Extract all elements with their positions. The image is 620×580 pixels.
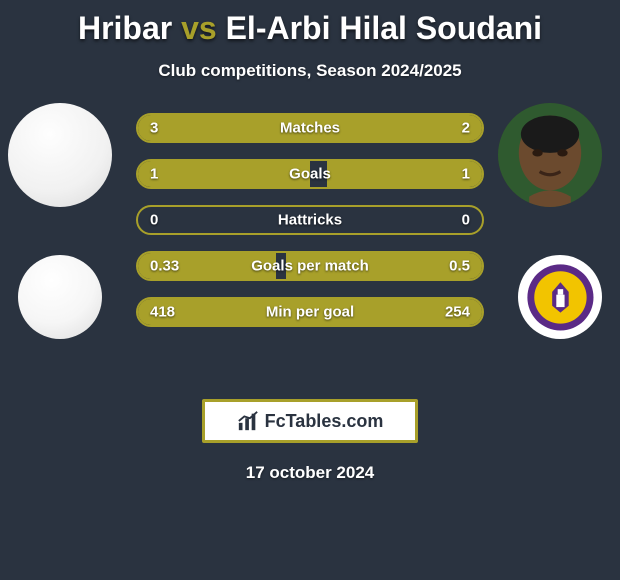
- stat-value-right: 2: [462, 120, 470, 137]
- player2-face-icon: [498, 103, 602, 207]
- player1-club-badge: [18, 255, 102, 339]
- stat-value-left: 0: [150, 212, 158, 229]
- stat-bars: 3 2 Matches 1 1 Goals 0 0 Hattricks 0.33 0.5 Goals …: [136, 113, 484, 343]
- stat-bar: 0.33 0.5 Goals per match: [136, 251, 484, 281]
- stat-bar: 0 0 Hattricks: [136, 205, 484, 235]
- player1-avatar: [8, 103, 112, 207]
- player1-name: Hribar: [78, 10, 172, 46]
- stat-value-right: 254: [445, 304, 470, 321]
- stat-bar: 1 1 Goals: [136, 159, 484, 189]
- stat-label: Min per goal: [266, 304, 354, 321]
- subtitle: Club competitions, Season 2024/2025: [0, 61, 620, 81]
- page-title: Hribar vs El-Arbi Hilal Soudani: [0, 0, 620, 47]
- club-crest-icon: [526, 263, 595, 332]
- comparison-area: 3 2 Matches 1 1 Goals 0 0 Hattricks 0.33 0.5 Goals …: [0, 121, 620, 371]
- player2-club-badge: [518, 255, 602, 339]
- stat-label: Goals: [289, 166, 331, 183]
- bar-fill-right: [327, 161, 482, 187]
- vs-text: vs: [181, 10, 217, 46]
- bar-fill-left: [138, 161, 310, 187]
- player2-name: El-Arbi Hilal Soudani: [226, 10, 542, 46]
- stat-value-right: 0.5: [449, 258, 470, 275]
- logo-text: FcTables.com: [265, 411, 384, 432]
- fctables-logo: FcTables.com: [202, 399, 418, 443]
- stat-label: Hattricks: [278, 212, 342, 229]
- stat-value-left: 3: [150, 120, 158, 137]
- player2-avatar: [498, 103, 602, 207]
- stat-label: Matches: [280, 120, 340, 137]
- stat-bar: 3 2 Matches: [136, 113, 484, 143]
- stat-value-left: 1: [150, 166, 158, 183]
- bar-chart-icon: [237, 410, 259, 432]
- footer-date: 17 october 2024: [0, 463, 620, 483]
- stat-value-right: 0: [462, 212, 470, 229]
- stat-value-left: 0.33: [150, 258, 179, 275]
- stat-bar: 418 254 Min per goal: [136, 297, 484, 327]
- stat-value-right: 1: [462, 166, 470, 183]
- stat-value-left: 418: [150, 304, 175, 321]
- stat-label: Goals per match: [251, 258, 369, 275]
